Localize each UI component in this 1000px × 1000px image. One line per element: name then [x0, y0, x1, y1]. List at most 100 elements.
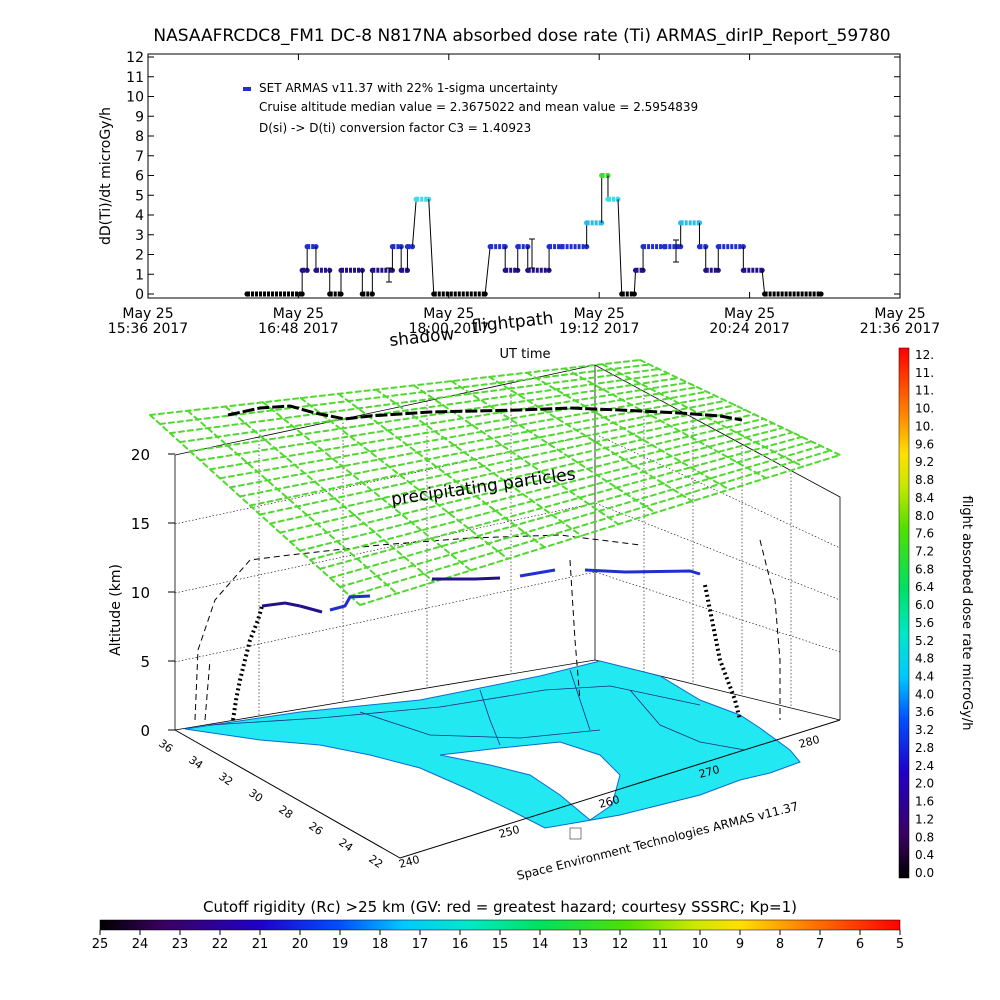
x-tick-label-time: 18:00 2017: [409, 321, 489, 337]
y-tick-label: 7: [135, 149, 144, 165]
data-point: [426, 196, 432, 202]
flight-track: [261, 568, 701, 614]
data-point: [740, 267, 746, 273]
lon-tick-label: 240: [397, 853, 421, 871]
x-tick-label-time: 15:36 2017: [108, 321, 188, 337]
rigidity-colorbar-tick-label: 15: [492, 937, 509, 952]
z-tick-label: 15: [131, 515, 150, 533]
rigidity-colorbar-tick-label: 14: [532, 937, 549, 952]
data-point: [661, 244, 667, 250]
lat-tick-label: 36: [156, 737, 175, 756]
longitude-tick-labels: 240 250 260 270 280: [397, 733, 821, 871]
dose-colorbar-label: flight absorbed dose rate microGy/h: [959, 496, 974, 731]
x-tick-label-date: May 25: [273, 306, 324, 322]
data-point: [605, 196, 611, 202]
data-point: [327, 291, 333, 297]
x-tick-label-date: May 25: [423, 306, 474, 322]
series-connector: [617, 199, 623, 295]
rigidity-colorbar-tick-label: 22: [212, 937, 229, 952]
dose-colorbar-tick-label: 6.8: [915, 562, 934, 576]
rigidity-colorbar-tick-label: 20: [292, 937, 309, 952]
series-connector: [428, 199, 435, 295]
data-point: [703, 267, 709, 273]
dose-colorbar-tick-label: 9.6: [915, 437, 934, 451]
data-point: [413, 196, 419, 202]
dose-colorbar-tick-label: 3.6: [915, 705, 934, 719]
data-point: [369, 267, 375, 273]
y-tick-label: 5: [135, 188, 144, 204]
series-connector: [761, 270, 766, 295]
x-tick-label-time: 16:48 2017: [258, 321, 338, 337]
data-point: [615, 196, 621, 202]
data-point: [404, 244, 411, 250]
floor-axes: [174, 719, 841, 859]
data-point: [619, 291, 625, 297]
dose-colorbar-tick-label: 3.2: [915, 723, 934, 737]
rigidity-colorbar-tick-label: 21: [252, 937, 269, 952]
dose-colorbar-tick-label: 0.8: [915, 830, 934, 844]
lon-tick-label: 260: [597, 793, 621, 811]
data-point: [818, 291, 824, 297]
lon-tick-label: 250: [497, 823, 521, 841]
dose-colorbar-tick-label: 4.4: [915, 670, 934, 684]
y-axis-label: dD(Ti)/dt microGy/h: [98, 107, 114, 245]
y-tick-label: 2: [135, 248, 144, 264]
lat-tick-label: 30: [246, 786, 265, 805]
series-connector: [633, 270, 637, 295]
legend-line-3: D(si) -> D(ti) conversion factor C3 = 1.…: [259, 121, 531, 135]
x-tick-label-date: May 25: [574, 306, 625, 322]
y-tick-label: 10: [126, 90, 144, 106]
z-tick-label: 5: [140, 653, 150, 671]
chart-title: NASAAFRCDC8_FM1 DC-8 N817NA absorbed dos…: [153, 26, 890, 46]
lat-tick-label: 26: [306, 819, 325, 838]
data-point: [359, 291, 365, 297]
dose-colorbar-tick-label: 8.4: [915, 491, 934, 505]
rigidity-colorbar-gradient: [99, 919, 901, 931]
x-tick-label-date: May 25: [874, 306, 925, 322]
legend-line-1: SET ARMAS v11.37 with 22% 1-sigma uncert…: [259, 81, 558, 95]
z-tick-label: 0: [140, 722, 150, 740]
y-tick-label: 11: [126, 70, 144, 86]
data-point: [304, 244, 310, 250]
y-tick-label: 0: [135, 287, 144, 303]
shadow-path: [194, 534, 781, 721]
data-point: [515, 244, 521, 250]
data-point: [502, 267, 508, 273]
data-point: [715, 244, 721, 250]
dose-colorbar-tick-label: 10.: [915, 402, 934, 416]
series-connector: [411, 199, 417, 247]
back-wall-grid: [174, 364, 841, 731]
dose-colorbar-tick-label: 6.0: [915, 598, 934, 612]
dose-colorbar-tick-label: 9.2: [915, 455, 934, 469]
dose-colorbar-gradient: [898, 347, 910, 879]
dose-colorbar-tick-label: 1.6: [915, 795, 934, 809]
dose-colorbar-tick-label: 2.4: [915, 759, 934, 773]
dose-colorbar-tick-label: 7.6: [915, 527, 934, 541]
precipitating-particles-mesh: [149, 359, 841, 606]
rigidity-colorbar-tick-label: 10: [692, 937, 709, 952]
data-point: [313, 267, 319, 273]
y-tick-label: 1: [135, 267, 144, 283]
rigidity-colorbar-tick-label: 23: [172, 937, 189, 952]
dose-colorbar-tick-label: 5.2: [915, 634, 934, 648]
lat-tick-label: 28: [276, 803, 295, 822]
z-tick-label: 20: [131, 446, 150, 464]
x-tick-label-time: 19:12 2017: [559, 321, 639, 337]
data-point: [525, 267, 531, 273]
data-point: [632, 267, 639, 273]
x-tick-label-time: 21:36 2017: [860, 321, 940, 337]
annotation-flightpath: flightpath: [470, 308, 554, 336]
legend-marker: [243, 87, 251, 91]
data-point: [678, 220, 684, 226]
rigidity-colorbar-tick-label: 19: [332, 937, 349, 952]
rigidity-colorbar-tick-label: 6: [856, 937, 864, 952]
y-tick-label: 9: [135, 109, 144, 125]
y-tick-label: 8: [135, 129, 144, 145]
dose-colorbar: 12. 11. 11. 10. 10. 9.6 9.2 8.8 8.4 8.0 7.6 7.2 6.8 6…: [898, 347, 974, 880]
dose-colorbar-tick-label: 8.8: [915, 473, 934, 487]
y-tick-label: 3: [135, 228, 144, 244]
legend-line-2: Cruise altitude median value = 2.3675022…: [259, 100, 698, 114]
dose-colorbar-tick-label: 0.0: [915, 866, 934, 880]
annotation-shadow: shadow: [388, 324, 455, 351]
dose-colorbar-tick-label: 0.4: [915, 848, 934, 862]
